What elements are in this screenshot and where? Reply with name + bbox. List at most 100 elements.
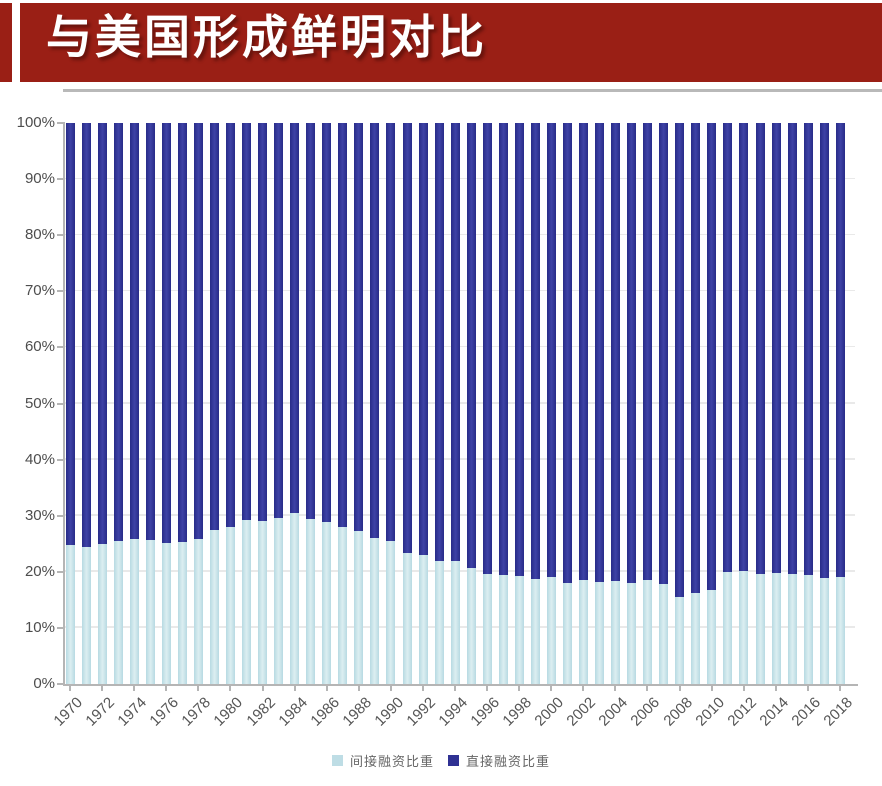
stacked-bar-series [62, 123, 848, 684]
segment-indirect-1997 [498, 574, 508, 684]
segment-indirect-2010 [707, 589, 717, 684]
segment-direct-2011 [723, 123, 733, 572]
bar-slot-2018 [832, 123, 848, 684]
bar-slot-2010 [704, 123, 720, 684]
segment-indirect-2018 [835, 577, 845, 684]
bar-2003 [595, 123, 605, 684]
bar-slot-2003 [592, 123, 608, 684]
bar-1976 [161, 123, 171, 684]
segment-direct-1985 [306, 123, 316, 519]
bar-1990 [386, 123, 396, 684]
bar-2014 [771, 123, 781, 684]
segment-indirect-2002 [579, 580, 589, 684]
direct-financing-swatch-icon [448, 754, 459, 766]
segment-direct-1996 [482, 123, 492, 575]
segment-direct-1981 [242, 123, 252, 520]
segment-direct-2000 [546, 123, 556, 577]
x-tick-mark [421, 686, 424, 691]
segment-indirect-2015 [787, 574, 797, 684]
segment-indirect-1982 [258, 521, 268, 684]
segment-direct-2001 [562, 123, 572, 584]
bar-slot-2001 [559, 123, 575, 684]
bar-1982 [258, 123, 268, 684]
bar-1972 [97, 123, 107, 684]
y-tick-mark [57, 683, 64, 685]
segment-indirect-1988 [354, 531, 364, 684]
gridline-50 [65, 402, 855, 404]
y-tick-label: 40% [24, 450, 55, 468]
segment-indirect-1977 [177, 542, 187, 684]
segment-indirect-1990 [386, 540, 396, 684]
bar-slot-1970 [62, 123, 78, 684]
y-tick-label: 10% [24, 618, 55, 636]
segment-direct-1976 [161, 123, 171, 544]
segment-direct-1979 [209, 123, 219, 530]
bar-2000 [546, 123, 556, 684]
indirect-financing-swatch-icon [331, 754, 343, 766]
segment-direct-1973 [113, 123, 123, 541]
page-title: 与美国形成鲜明对比 [46, 12, 487, 63]
segment-direct-1992 [418, 123, 428, 555]
bar-slot-1975 [142, 123, 158, 684]
segment-direct-1999 [530, 123, 540, 580]
x-tick-mark [838, 686, 841, 691]
bar-slot-2015 [784, 123, 800, 684]
bar-1980 [225, 123, 235, 684]
gridline-60 [65, 345, 855, 348]
segment-indirect-1999 [530, 579, 540, 684]
bar-slot-1985 [303, 123, 319, 684]
segment-indirect-2011 [723, 571, 733, 684]
segment-direct-1987 [338, 123, 348, 528]
segment-direct-1980 [225, 123, 235, 528]
segment-direct-2005 [627, 123, 637, 584]
bar-slot-1983 [271, 123, 287, 684]
x-tick-mark [325, 686, 328, 691]
y-tick-mark [57, 290, 64, 293]
segment-direct-1991 [402, 123, 412, 554]
segment-indirect-1987 [338, 527, 348, 684]
segment-indirect-2007 [659, 583, 669, 684]
segment-indirect-2005 [627, 583, 637, 684]
plot-gridlines [65, 123, 855, 684]
bar-slot-1971 [78, 123, 94, 684]
bar-1978 [193, 123, 203, 684]
bar-2006 [643, 123, 653, 684]
chart-legend: 间接融资比重 直接融资比重 [0, 750, 882, 770]
bar-1994 [450, 123, 460, 684]
x-tick-mark [486, 686, 489, 691]
segment-indirect-2014 [771, 572, 781, 684]
bar-1995 [466, 123, 476, 684]
segment-indirect-1984 [290, 512, 300, 684]
bar-2005 [627, 123, 637, 684]
bar-2004 [611, 123, 621, 684]
bar-2012 [739, 123, 749, 684]
segment-direct-1983 [274, 123, 284, 518]
segment-direct-1972 [97, 123, 107, 545]
y-axis-line [63, 122, 65, 685]
bar-2008 [675, 123, 685, 684]
bar-1983 [274, 123, 284, 684]
segment-indirect-1993 [434, 561, 444, 684]
segment-indirect-1996 [482, 574, 492, 684]
segment-direct-2003 [595, 123, 605, 583]
y-tick-mark [57, 514, 64, 517]
bar-slot-2016 [800, 123, 816, 684]
segment-direct-2009 [691, 123, 701, 593]
y-tick-mark [57, 458, 64, 461]
bar-slot-2008 [672, 123, 688, 684]
bar-slot-2011 [720, 123, 736, 684]
y-tick-label: 50% [24, 394, 55, 412]
segment-indirect-2008 [675, 597, 685, 684]
segment-direct-1993 [434, 123, 444, 562]
x-tick-mark [774, 686, 777, 691]
segment-direct-2014 [771, 123, 781, 573]
x-tick-mark [742, 686, 745, 691]
bar-slot-1989 [367, 123, 383, 684]
y-tick-label: 20% [24, 562, 55, 580]
bar-slot-1986 [319, 123, 335, 684]
bar-slot-1984 [287, 123, 303, 684]
x-tick-mark [710, 686, 713, 691]
segment-indirect-1972 [97, 544, 107, 684]
bar-slot-1980 [222, 123, 238, 684]
y-tick-mark [57, 570, 64, 573]
